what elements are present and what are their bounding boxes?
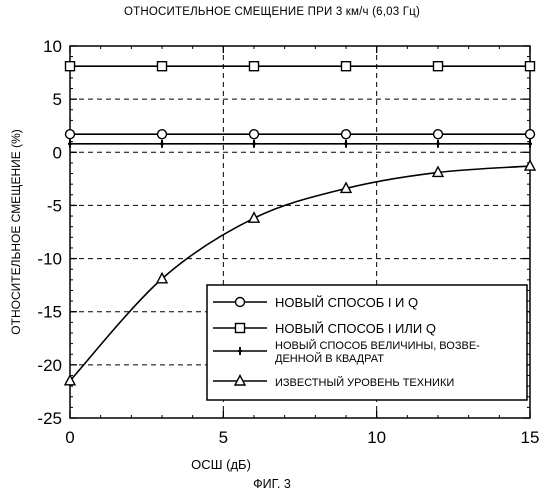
y-tick-label: -15 — [37, 303, 62, 322]
legend-swatch-marker — [236, 298, 245, 307]
y-tick-label: 5 — [53, 90, 62, 109]
x-tick-label: 5 — [219, 428, 228, 447]
data-point-circle — [434, 130, 443, 139]
y-tick-labels: 10 5 0 -5 -10 -15 -20 -25 — [37, 37, 62, 428]
data-point-square — [66, 62, 75, 71]
y-tick-label: -25 — [37, 409, 62, 428]
figure-caption: ФИГ. 3 — [0, 477, 544, 491]
y-tick-label: -20 — [37, 356, 62, 375]
data-point-circle — [158, 130, 167, 139]
data-point-plus — [252, 140, 256, 148]
data-point-circle — [250, 130, 259, 139]
y-tick-label: 10 — [43, 37, 62, 56]
legend-entry: ИЗВЕСТНЫЙ УРОВЕНЬ ТЕХНИКИ — [275, 376, 454, 389]
legend-entry-line: ДЕННОЙ В КВАДРАТ — [275, 352, 384, 365]
data-point-triangle — [249, 213, 259, 223]
data-point-circle — [342, 130, 351, 139]
data-point-plus — [344, 140, 348, 148]
data-point-square — [434, 62, 443, 71]
x-tick-label: 10 — [367, 428, 386, 447]
data-point-plus — [528, 140, 532, 148]
x-tick-label: 15 — [521, 428, 540, 447]
data-point-plus — [160, 140, 164, 148]
data-point-triangle — [525, 161, 535, 171]
data-point-circle — [66, 130, 75, 139]
legend-entry-line: НОВЫЙ СПОСОБ ВЕЛИЧИНЫ, ВОЗВЕ- — [275, 339, 480, 352]
y-tick-label: -10 — [37, 250, 62, 269]
x-tick-label: 0 — [65, 428, 74, 447]
x-tick-labels: 0 5 10 15 — [65, 428, 539, 447]
legend-entry: НОВЫЙ СПОСОБ I И Q — [275, 295, 418, 310]
data-point-square — [158, 62, 167, 71]
legend-entry: НОВЫЙ СПОСОБ I ИЛИ Q — [275, 321, 436, 336]
data-point-square — [526, 62, 535, 71]
data-point-square — [250, 62, 259, 71]
x-axis-label: ОСШ (дБ) — [191, 457, 251, 472]
legend-swatch-marker — [236, 324, 245, 333]
data-point-square — [342, 62, 351, 71]
data-point-plus — [68, 140, 72, 148]
data-point-circle — [526, 130, 535, 139]
legend: НОВЫЙ СПОСОБ I И Q НОВЫЙ СПОСОБ I ИЛИ Q НО… — [207, 285, 527, 400]
y-tick-label: -5 — [47, 196, 62, 215]
data-point-plus — [436, 140, 440, 148]
y-tick-label: 0 — [53, 143, 62, 162]
y-axis-label: ОТНОСИТЕЛЬНОЕ СМЕЩЕНИЕ (%) — [9, 129, 23, 334]
